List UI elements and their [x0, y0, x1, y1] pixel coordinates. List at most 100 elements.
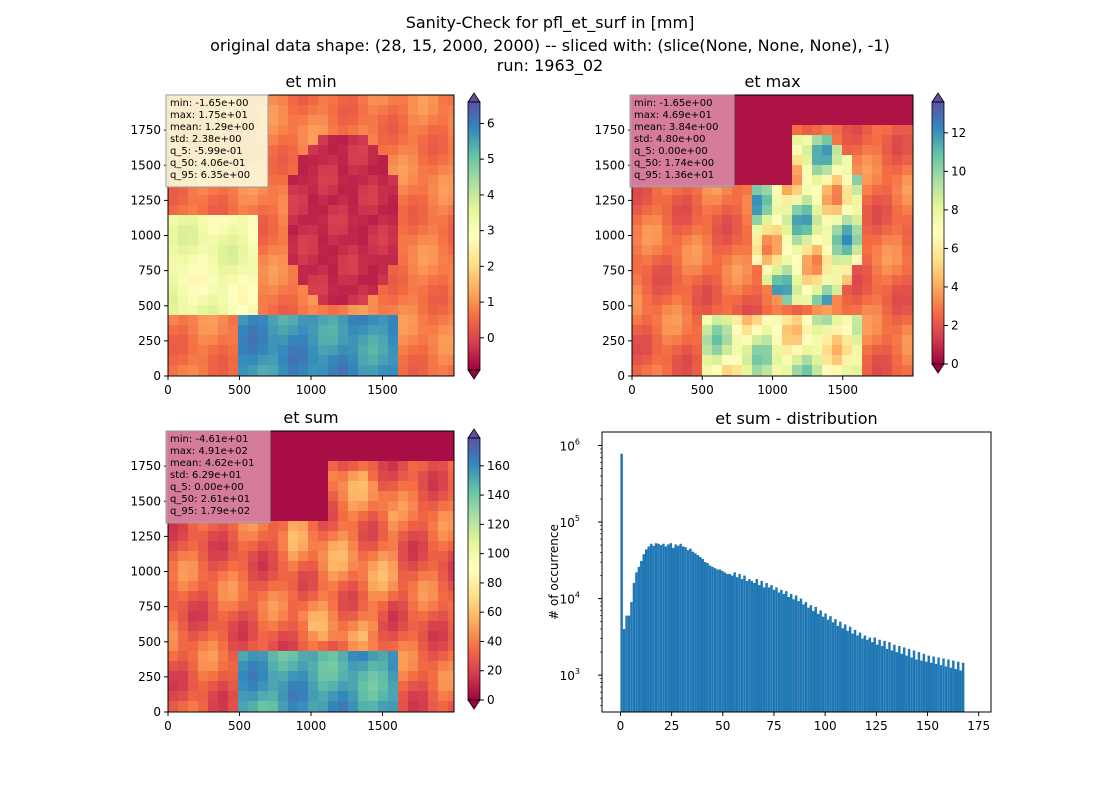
colorbar-tick-label: 60: [487, 605, 502, 619]
heatmap-cell: [378, 285, 389, 296]
heatmap-cell: [318, 551, 329, 562]
heatmap-cell: [168, 205, 179, 216]
heatmap-cell: [338, 581, 349, 592]
heatmap-cell: [308, 451, 319, 462]
heatmap-cell: [812, 205, 823, 216]
heatmap-cell: [882, 205, 893, 216]
heatmap-cell: [632, 185, 643, 196]
heatmap-cell: [682, 305, 693, 316]
heatmap-cell: [428, 461, 439, 472]
heatmap-cell: [408, 115, 419, 126]
heatmap-cell: [228, 561, 239, 572]
heatmap-cell: [318, 195, 329, 206]
heatmap-cell: [702, 355, 713, 366]
histogram-bar: [644, 549, 648, 712]
heatmap-cell: [298, 195, 309, 206]
colorbar-extend-top: [467, 428, 481, 439]
heatmap-cell: [438, 601, 449, 612]
heatmap-cell: [208, 265, 219, 276]
heatmap-cell: [308, 531, 319, 542]
heatmap-cell: [248, 285, 259, 296]
heatmap-cell: [662, 205, 673, 216]
heatmap-cell: [208, 235, 219, 246]
heatmap-cell: [378, 631, 389, 642]
heatmap-cell: [792, 95, 803, 106]
heatmap-cell: [398, 145, 409, 156]
heatmap-cell: [178, 235, 189, 246]
heatmap-cell: [358, 325, 369, 336]
heatmap-cell: [318, 621, 329, 632]
heatmap-cell: [268, 631, 279, 642]
heatmap-cell: [328, 541, 339, 552]
heatmap-cell: [428, 215, 439, 226]
heatmap-cell: [782, 265, 793, 276]
heatmap-cell: [852, 95, 863, 106]
heatmap-cell: [328, 105, 339, 116]
heatmap-cell: [298, 155, 309, 166]
heatmap-cell: [892, 205, 903, 216]
heatmap-cell: [418, 471, 429, 482]
heatmap-cell: [298, 581, 309, 592]
heatmap-cell: [782, 225, 793, 236]
heatmap-cell: [168, 631, 179, 642]
heatmap-cell: [358, 481, 369, 492]
heatmap-cell: [862, 325, 873, 336]
heatmap-cell: [632, 235, 643, 246]
heatmap-cell: [398, 531, 409, 542]
heatmap-cell: [278, 205, 289, 216]
heatmap-cell: [388, 691, 399, 702]
heatmap-cell: [702, 305, 713, 316]
heatmap-cell: [782, 195, 793, 206]
heatmap-cell: [288, 461, 299, 472]
heatmap-cell: [388, 641, 399, 652]
histogram-bar: [957, 661, 960, 712]
heatmap-cell: [448, 115, 455, 126]
heatmap-cell: [258, 651, 269, 662]
heatmap-cell: [238, 681, 249, 692]
heatmap-cell: [438, 325, 449, 336]
heatmap-cell: [742, 305, 753, 316]
heatmap-cell: [318, 631, 329, 642]
heatmap-cell: [288, 691, 299, 702]
heatmap-cell: [378, 145, 389, 156]
heatmap-cell: [438, 315, 449, 326]
heatmap-cell: [742, 225, 753, 236]
heatmap-cell: [268, 461, 279, 472]
heatmap-cell: [822, 175, 833, 186]
heatmap-cell: [318, 205, 329, 216]
histogram-bar: [780, 589, 783, 712]
heatmap-cell: [218, 531, 229, 542]
heatmap-cell: [188, 651, 199, 662]
heatmap-cell: [438, 551, 449, 562]
heatmap-cell: [318, 175, 329, 186]
heatmap-cell: [308, 295, 319, 306]
y-tick-label: 1000: [130, 229, 161, 243]
heatmap-cell: [218, 581, 229, 592]
histogram-bar: [637, 566, 641, 712]
histogram-bar: [888, 642, 891, 712]
heatmap-cell: [318, 561, 329, 572]
heatmap-cell: [318, 165, 329, 176]
heatmap-cell: [298, 541, 309, 552]
heatmap-cell: [318, 641, 329, 652]
heatmap-cell: [268, 541, 279, 552]
heatmap-cell: [278, 491, 289, 502]
stats-line: q_50: 4.06e-01: [170, 158, 245, 169]
heatmap-cell: [168, 691, 179, 702]
heatmap-cell: [338, 651, 349, 662]
histogram-bar: [816, 613, 820, 712]
heatmap-cell: [428, 145, 439, 156]
heatmap-cell: [178, 275, 189, 286]
heatmap-cell: [258, 295, 269, 306]
heatmap-cell: [662, 285, 673, 296]
heatmap-cell: [862, 175, 873, 186]
heatmap-cell: [248, 355, 259, 366]
heatmap-cell: [298, 531, 309, 542]
heatmap-cell: [238, 571, 249, 582]
heatmap-cell: [268, 531, 279, 542]
heatmap-cell: [438, 145, 449, 156]
heatmap-cell: [258, 531, 269, 542]
heatmap-cell: [802, 165, 813, 176]
heatmap-cell: [662, 295, 673, 306]
heatmap-cell: [308, 175, 319, 186]
